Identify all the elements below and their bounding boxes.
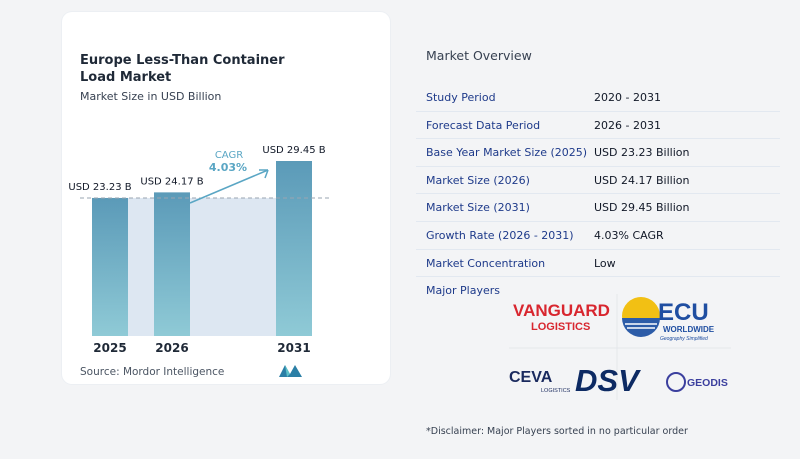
overview-row-value: Low — [594, 256, 616, 270]
overview-row-value: 2020 - 2031 — [594, 91, 661, 104]
major-players-label: Major Players — [426, 284, 500, 297]
bar-2025 — [92, 197, 128, 336]
bar-2026 — [154, 192, 190, 336]
chart-title: Europe Less-Than Container Load Market — [80, 53, 285, 85]
overview-row-label: Market Size (2031) — [426, 201, 530, 215]
ecu-tagline: Geography Simplified — [660, 336, 708, 342]
overview-table: Study Period 2020 - 2031 Forecast Data Per… — [416, 84, 780, 278]
overview-row: Growth Rate (2026 - 2031) 4.03% CAGR — [416, 222, 780, 250]
overview-row-label: Growth Rate (2026 - 2031) — [426, 228, 574, 242]
overview-row: Market Concentration Low — [416, 250, 780, 278]
ceva-name: CEVA — [509, 369, 553, 386]
geodis-name: GEODIS — [687, 377, 728, 389]
ceva-sub: LOGISTICS — [541, 388, 571, 394]
overview-row-label: Market Size (2026) — [426, 173, 530, 187]
cagr-arrow-head-icon — [259, 169, 269, 179]
bar-2031 — [276, 161, 312, 336]
ecu-logo: ECU WORLDWIDE Geography Simplified — [622, 297, 715, 342]
vanguard-sub: LOGISTICS — [531, 321, 590, 333]
vanguard-name: VANGUARD — [513, 301, 610, 320]
bar-value-label: USD 23.23 B — [68, 182, 131, 193]
overview-row-value: 2026 - 2031 — [594, 118, 661, 132]
chart-subtitle: Market Size in USD Billion — [80, 90, 222, 103]
x-tick-label: 2031 — [277, 341, 310, 355]
cagr-value: 4.03% — [209, 161, 247, 174]
overview-row-value: 4.03% CAGR — [594, 228, 664, 242]
cagr-arrow-line — [189, 169, 269, 204]
ecu-sub: WORLDWIDE — [663, 325, 715, 334]
players-logos: VANGUARD LOGISTICS ECU WORLDWIDE Geograp… — [509, 294, 731, 400]
overview-row-label: Market Concentration — [426, 256, 546, 270]
geodis-circle-icon — [666, 372, 686, 392]
ecu-name: ECU — [658, 299, 709, 326]
x-tick-label: 2025 — [93, 341, 126, 355]
mordor-logo-icon — [279, 365, 302, 377]
overview-row: Market Size (2031) USD 29.45 Billion — [416, 194, 780, 222]
bar-value-label: USD 29.45 B — [262, 145, 325, 156]
overview-row-label: Forecast Data Period — [426, 118, 541, 132]
overview-row-value: USD 24.17 Billion — [594, 173, 690, 187]
x-tick-label: 2026 — [155, 341, 188, 355]
overview-row: Base Year Market Size (2025) USD 23.23 Bi… — [416, 139, 780, 167]
overview-row-label: Base Year Market Size (2025) — [426, 146, 588, 160]
vanguard-logo: VANGUARD LOGISTICS — [513, 301, 610, 333]
cagr-label: CAGR — [215, 150, 243, 161]
forecast-band — [190, 197, 276, 336]
bar-value-label: USD 24.17 B — [140, 176, 203, 187]
overview-row: Study Period 2020 - 2031 — [416, 84, 780, 112]
dsv-logo: DSV — [575, 363, 641, 398]
overview-row-value: USD 23.23 Billion — [594, 146, 690, 160]
market-overview-title: Market Overview — [426, 48, 532, 63]
overview-row-value: USD 29.45 Billion — [594, 201, 690, 215]
ceva-logo: CEVA LOGISTICS — [509, 369, 571, 394]
overview-row-label: Study Period — [426, 91, 496, 104]
disclaimer: *Disclaimer: Major Players sorted in no … — [426, 426, 688, 437]
source-text: Source: Mordor Intelligence — [80, 366, 225, 378]
overview-row: Forecast Data Period 2026 - 2031 — [416, 112, 780, 140]
geodis-logo: GEODIS — [666, 372, 728, 392]
gap-band — [128, 197, 154, 336]
overview-row: Market Size (2026) USD 24.17 Billion — [416, 167, 780, 195]
